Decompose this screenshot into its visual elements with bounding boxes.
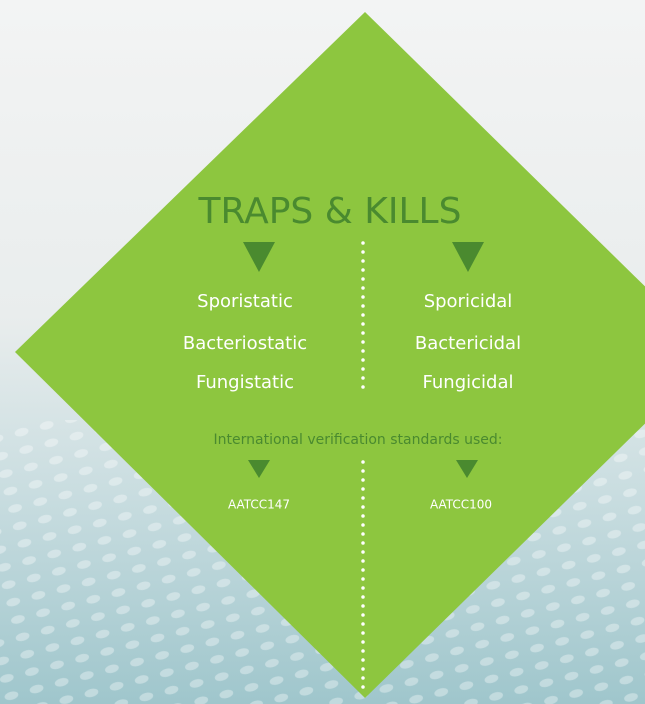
title: TRAPS & KILLS [198, 191, 462, 232]
kills-item: Bactericidal [415, 333, 521, 354]
infographic: TRAPS & KILLS Sporistatic Bacteriostatic… [0, 0, 645, 704]
traps-item: Bacteriostatic [183, 333, 307, 354]
kills-item: Sporicidal [424, 291, 513, 312]
standard: AATCC147 [228, 498, 290, 512]
kills-item: Fungicidal [423, 372, 514, 393]
traps-item: Sporistatic [197, 291, 293, 312]
page: TRAPS & KILLS Sporistatic Bacteriostatic… [0, 0, 645, 704]
traps-item: Fungistatic [196, 372, 294, 393]
standards-label: International verification standards use… [214, 432, 503, 448]
standard: AATCC100 [430, 498, 492, 512]
